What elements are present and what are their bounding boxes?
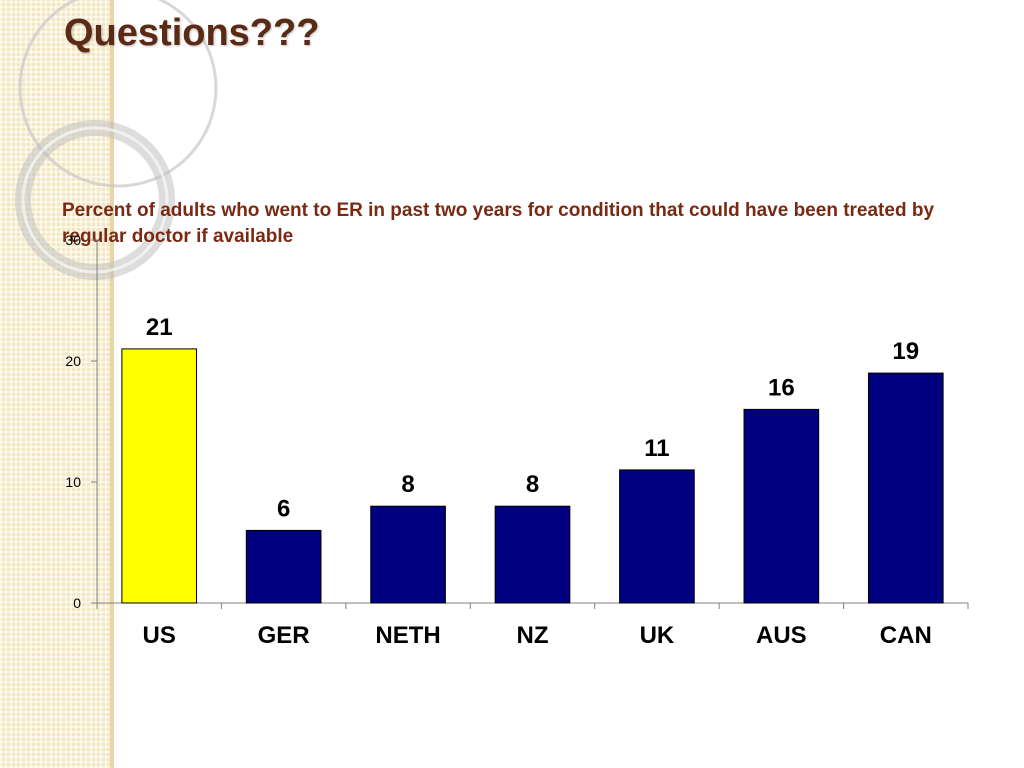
decorative-side-edge [110, 0, 114, 768]
bar-nz [494, 505, 571, 604]
decorative-swirls [15, 0, 218, 280]
x-tick-label: UK [640, 622, 675, 649]
x-tick-label: US [143, 622, 176, 649]
y-tick-label: 30 [65, 232, 81, 248]
data-label: 6 [277, 495, 290, 522]
data-label: 16 [768, 374, 795, 401]
x-tick-label: NZ [517, 622, 549, 649]
y-tick-label: 0 [73, 595, 81, 611]
slide-title: Questions??? [64, 12, 320, 54]
data-label: 21 [146, 314, 173, 341]
data-label: 8 [526, 471, 539, 498]
data-label: 19 [892, 338, 919, 365]
x-tick-label: NETH [375, 622, 440, 649]
y-tick-label: 20 [65, 353, 81, 369]
bar-can [867, 372, 944, 604]
x-tick-label: CAN [880, 622, 932, 649]
x-tick-label: GER [258, 622, 310, 649]
bar-uk [619, 469, 695, 604]
y-tick-label: 10 [65, 474, 81, 490]
data-label: 11 [644, 435, 669, 462]
chart-title: Percent of adults who went to ER in past… [62, 200, 935, 247]
data-label: 8 [401, 471, 414, 498]
bar-ger [245, 529, 322, 604]
bar-aus [743, 408, 820, 604]
bar-us [121, 348, 198, 604]
bar-neth [370, 505, 446, 604]
x-tick-label: AUS [756, 622, 807, 649]
